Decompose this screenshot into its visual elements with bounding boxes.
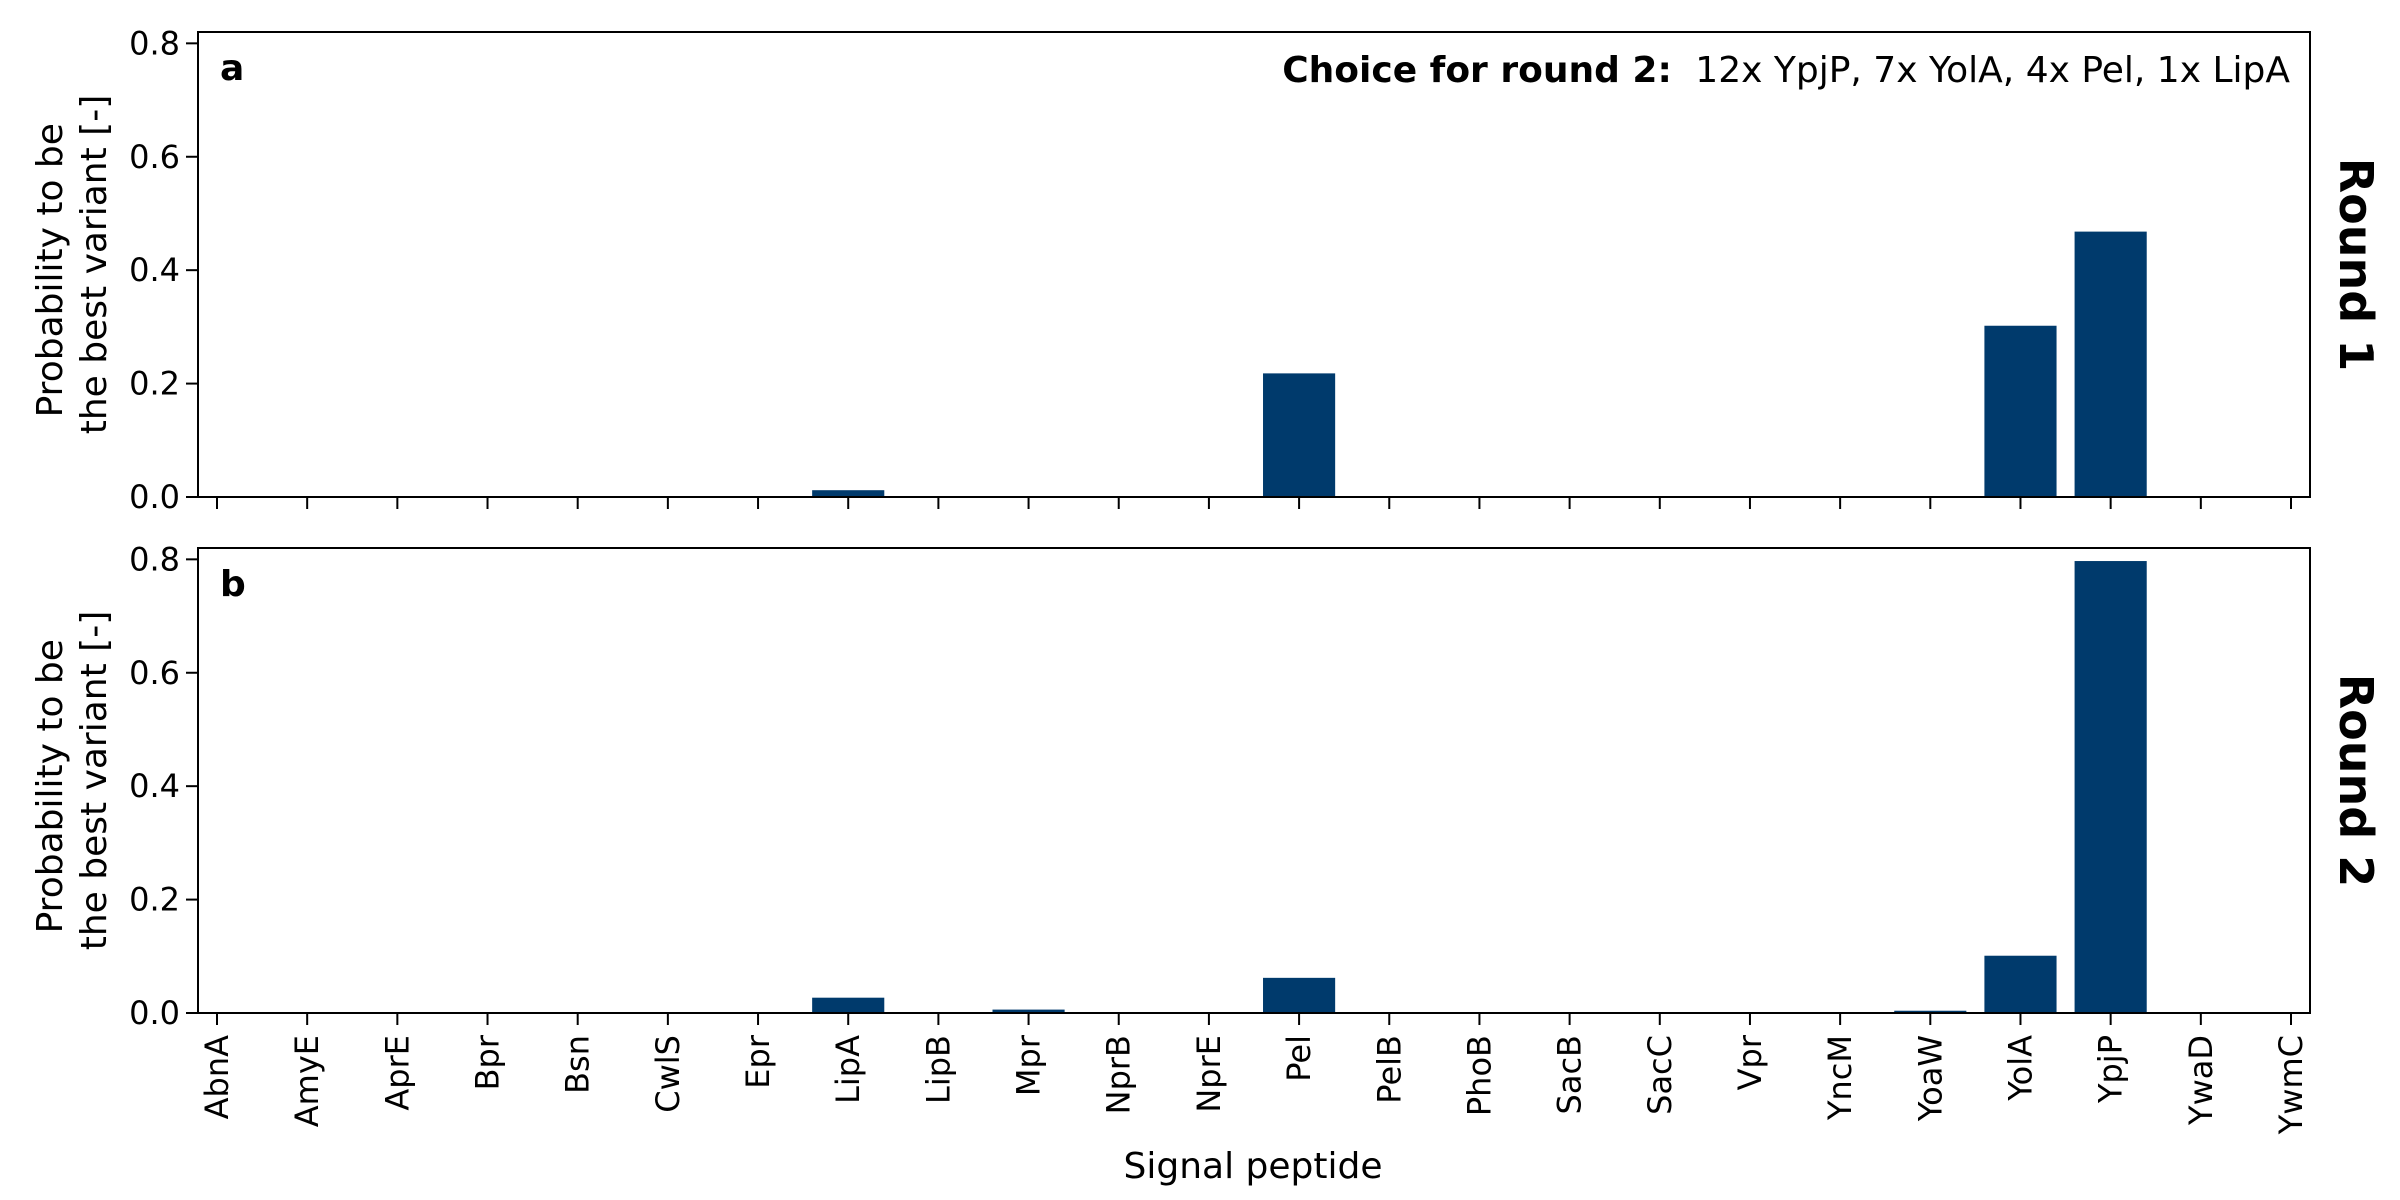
y-tick-label: 0.6 <box>129 138 180 176</box>
annotation-bold-label: Choice for round 2: <box>1282 50 1672 91</box>
bar-yoaw <box>1894 1010 1967 1013</box>
x-tick-label-pel: Pel <box>1280 1035 1318 1082</box>
x-tick-label-abna: AbnA <box>198 1035 236 1119</box>
round-2-choice-annotation: Choice for round 2: 12x YpjP, 7x YolA, 4… <box>1282 50 2290 91</box>
panel-b: 0.0 0.2 0.4 0.6 0.8 AbnA AmyE AprE Bpr Bsn CwlS Ep… <box>30 540 2383 1135</box>
bar-pel <box>1263 977 1336 1013</box>
plot-frame-round-1 <box>197 31 2311 498</box>
bars-round-1 <box>812 231 2147 498</box>
x-tick-label-apre: AprE <box>378 1035 416 1111</box>
panel-a: 0.0 0.2 0.4 0.6 0.8 a Choice for round 2: 12… <box>30 24 2383 516</box>
x-tick-label-bpr: Bpr <box>469 1034 507 1090</box>
y-axis-label-line-2: the best variant [-] <box>74 611 115 951</box>
annotation-text: 12x YpjP, 7x YolA, 4x Pel, 1x LipA <box>1695 50 2290 91</box>
bar-yola <box>1984 325 2057 497</box>
x-tick-label-npre: NprE <box>1190 1035 1228 1113</box>
x-axis-label: Signal peptide <box>1124 1146 1383 1187</box>
y-tick-label: 0.4 <box>129 251 180 289</box>
x-tick-label-phob: PhoB <box>1460 1035 1498 1116</box>
y-axis-label-line-1: Probability to be <box>30 639 71 933</box>
y-tick-label: 0.0 <box>129 478 180 516</box>
x-tick-label-yncm: YncM <box>1821 1035 1859 1121</box>
panel-letter-b: b <box>220 564 246 605</box>
x-tick-label-lipa: LipA <box>829 1035 867 1104</box>
x-tick-label-cwls: CwlS <box>649 1035 687 1113</box>
y-tick-label: 0.6 <box>129 654 180 692</box>
bar-lipa <box>812 490 885 497</box>
x-tick-label-mpr: Mpr <box>1010 1034 1048 1096</box>
y-axis-label-line-2: the best variant [-] <box>74 95 115 435</box>
y-tick-label: 0.4 <box>129 767 180 805</box>
side-label-round-1: Round 1 <box>2329 158 2383 371</box>
x-tick-label-ywmc: YwmC <box>2272 1035 2310 1135</box>
y-axis-label-round-1: Probability to be the best variant [-] <box>30 95 115 435</box>
plot-frame-round-2 <box>197 547 2311 1014</box>
x-tick-label-vpr: Vpr <box>1731 1034 1769 1090</box>
bar-lipa <box>812 997 885 1013</box>
y-tick-label: 0.8 <box>129 540 180 578</box>
y-tick-label: 0.2 <box>129 881 180 919</box>
x-tick-label-yoaw: YoaW <box>1911 1035 1949 1122</box>
x-tick-label-sacb: SacB <box>1551 1035 1589 1114</box>
side-label-round-2: Round 2 <box>2329 674 2383 887</box>
x-tick-label-epr: Epr <box>739 1034 777 1089</box>
y-axis-label-line-1: Probability to be <box>30 123 71 417</box>
bar-ypjp <box>2074 561 2147 1013</box>
bar-ypjp <box>2074 231 2147 498</box>
x-tick-label-bsn: Bsn <box>559 1035 597 1094</box>
x-tick-label-lipb: LipB <box>919 1035 957 1104</box>
x-axis-ticks-round-1 <box>216 497 2292 509</box>
y-tick-label: 0.0 <box>129 994 180 1032</box>
x-tick-label-ywad: YwaD <box>2182 1035 2220 1126</box>
y-axis-ticks-round-1: 0.0 0.2 0.4 0.6 0.8 <box>129 24 198 516</box>
bars-round-2 <box>812 561 2147 1013</box>
bar-mpr <box>992 1009 1065 1013</box>
bar-pel <box>1263 373 1336 497</box>
x-tick-label-amye: AmyE <box>288 1035 326 1127</box>
x-tick-label-nprb: NprB <box>1100 1035 1138 1114</box>
y-tick-label: 0.2 <box>129 365 180 403</box>
x-tick-label-yola: YolA <box>2001 1035 2039 1102</box>
bar-yola <box>1984 955 2057 1013</box>
y-tick-label: 0.8 <box>129 24 180 62</box>
x-tick-label-pelb: PelB <box>1370 1035 1408 1104</box>
x-tick-label-ypjp: YpjP <box>2092 1035 2130 1104</box>
y-axis-label-round-2: Probability to be the best variant [-] <box>30 611 115 951</box>
x-axis-ticks-round-2: AbnA AmyE AprE Bpr Bsn CwlS Epr LipA LipB Mpr NprB… <box>198 1013 2310 1135</box>
x-tick-label-sacc: SacC <box>1641 1035 1679 1115</box>
y-axis-ticks-round-2: 0.0 0.2 0.4 0.6 0.8 <box>129 540 198 1032</box>
panel-letter-a: a <box>220 48 244 89</box>
